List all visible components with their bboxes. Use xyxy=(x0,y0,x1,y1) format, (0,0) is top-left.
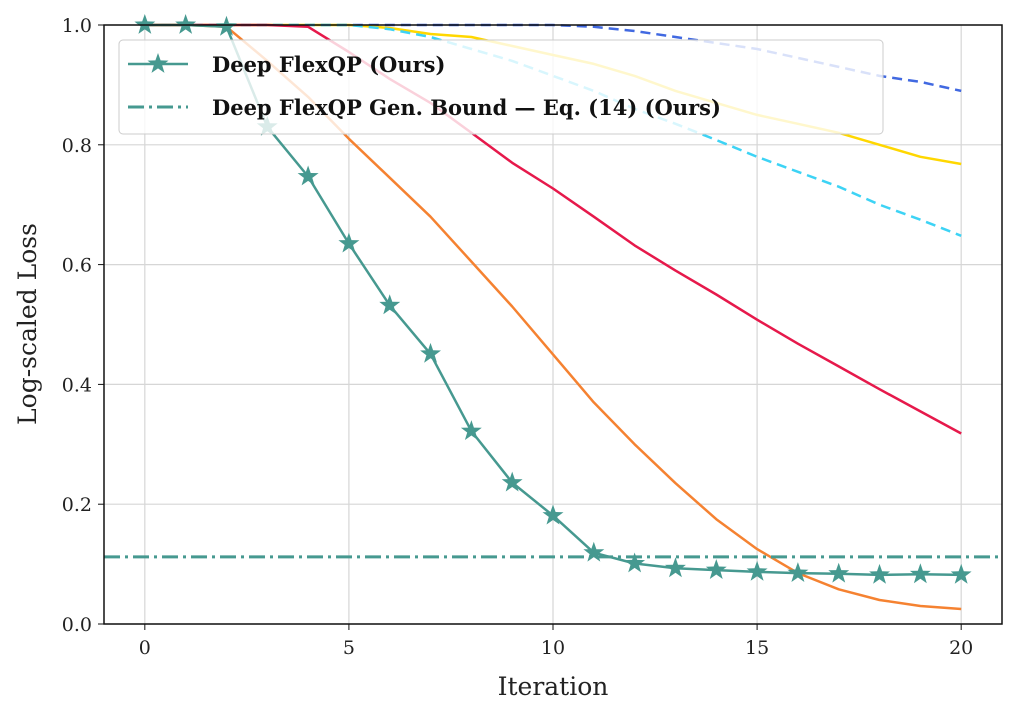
data-point-star xyxy=(583,541,605,562)
x-tick-label: 20 xyxy=(949,637,973,659)
legend-label-flexqp: Deep FlexQP (Ours) xyxy=(212,52,445,77)
y-tick-label: 0.6 xyxy=(62,255,92,277)
x-tick-label: 15 xyxy=(745,637,769,659)
data-point-star xyxy=(705,559,727,579)
x-tick-label: 10 xyxy=(541,637,565,659)
data-point-star xyxy=(175,14,197,34)
data-point-star xyxy=(746,560,768,581)
data-point-star xyxy=(420,342,441,363)
legend-star-marker xyxy=(147,53,169,73)
data-point-star xyxy=(379,294,401,315)
data-point-star xyxy=(787,562,809,582)
data-point-star xyxy=(297,165,319,186)
legend-label-bound: Deep FlexQP Gen. Bound — Eq. (14) (Ours) xyxy=(212,95,721,120)
y-tick-label: 0.4 xyxy=(62,374,92,396)
y-tick-label: 0.2 xyxy=(62,494,92,516)
y-tick-label: 0.8 xyxy=(62,135,92,157)
legend-box xyxy=(118,39,884,135)
legend: Deep FlexQP (Ours) Deep FlexQP Gen. Boun… xyxy=(118,39,884,135)
x-tick-label: 5 xyxy=(343,637,355,659)
data-point-star xyxy=(542,504,564,525)
y-axis-label: Log-scaled Loss xyxy=(13,223,42,425)
data-point-star xyxy=(460,420,482,440)
data-point-star xyxy=(828,562,850,583)
data-point-star xyxy=(338,232,360,253)
y-tick-label: 1.0 xyxy=(62,15,92,37)
ticks: 0 5 10 15 20 0.0 0.2 0.4 0.6 0.8 1.0 xyxy=(62,15,973,659)
x-axis-label: Iteration xyxy=(498,672,609,701)
data-point-star xyxy=(950,563,972,584)
data-point-star xyxy=(501,471,523,492)
x-tick-label: 0 xyxy=(139,637,151,659)
data-point-star xyxy=(624,552,646,573)
data-point-star xyxy=(134,14,156,34)
data-point-star xyxy=(869,563,890,584)
data-point-star xyxy=(909,563,931,584)
y-tick-label: 0.0 xyxy=(62,614,92,636)
data-point-star xyxy=(665,557,686,578)
